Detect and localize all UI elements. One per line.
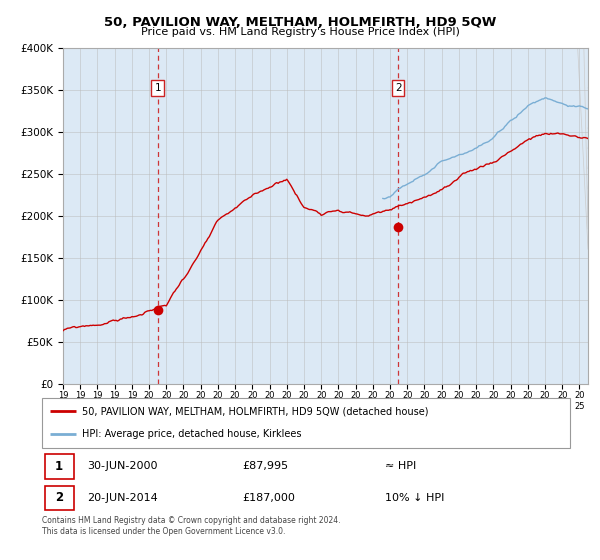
Text: 50, PAVILION WAY, MELTHAM, HOLMFIRTH, HD9 5QW (detached house): 50, PAVILION WAY, MELTHAM, HOLMFIRTH, HD… (82, 406, 428, 416)
Text: 1: 1 (55, 460, 63, 473)
Text: £187,000: £187,000 (242, 493, 296, 503)
Text: Price paid vs. HM Land Registry's House Price Index (HPI): Price paid vs. HM Land Registry's House … (140, 27, 460, 37)
Text: 50, PAVILION WAY, MELTHAM, HOLMFIRTH, HD9 5QW: 50, PAVILION WAY, MELTHAM, HOLMFIRTH, HD… (104, 16, 496, 29)
FancyBboxPatch shape (44, 486, 74, 510)
Text: 30-JUN-2000: 30-JUN-2000 (87, 461, 157, 472)
Text: £87,995: £87,995 (242, 461, 289, 472)
Text: 10% ↓ HPI: 10% ↓ HPI (385, 493, 445, 503)
Text: ≈ HPI: ≈ HPI (385, 461, 416, 472)
Text: 20-JUN-2014: 20-JUN-2014 (87, 493, 158, 503)
FancyBboxPatch shape (44, 454, 74, 479)
Text: 2: 2 (395, 83, 401, 93)
Text: 2: 2 (55, 491, 63, 505)
FancyBboxPatch shape (42, 398, 570, 448)
Text: HPI: Average price, detached house, Kirklees: HPI: Average price, detached house, Kirk… (82, 430, 301, 440)
Text: Contains HM Land Registry data © Crown copyright and database right 2024.
This d: Contains HM Land Registry data © Crown c… (42, 516, 341, 536)
Text: 1: 1 (154, 83, 161, 93)
